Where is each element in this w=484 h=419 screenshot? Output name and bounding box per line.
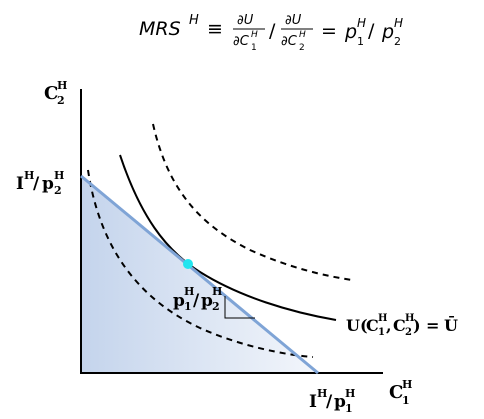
svg-text:1: 1 xyxy=(345,402,353,415)
formula-p2-sup: H xyxy=(394,16,403,30)
svg-text:H: H xyxy=(405,313,414,324)
formula-slash-1: / xyxy=(269,20,276,42)
svg-text:1: 1 xyxy=(378,327,385,338)
svg-text:Ū: Ū xyxy=(444,315,458,335)
svg-text:p: p xyxy=(173,291,185,311)
svg-text:H: H xyxy=(212,285,222,298)
formula-partial-c1-sub: 1 xyxy=(251,43,257,53)
svg-text:=: = xyxy=(426,316,439,335)
slope-label: p H 1 / p H 2 xyxy=(173,285,222,313)
svg-text:I: I xyxy=(16,174,24,194)
formula-p2: p xyxy=(381,21,394,43)
svg-text:p: p xyxy=(201,291,213,311)
svg-text:H: H xyxy=(317,387,327,400)
formula-equals: = xyxy=(321,20,337,42)
svg-text:C: C xyxy=(393,316,406,335)
svg-text:p: p xyxy=(334,392,346,412)
slope-triangle xyxy=(224,296,255,319)
formula-partial-c2: ∂C xyxy=(281,34,298,49)
svg-text:H: H xyxy=(54,169,64,182)
formula-partial-u-2: ∂U xyxy=(285,13,302,28)
svg-text:H: H xyxy=(402,378,412,391)
indifference-curve-label: U( C H 1 , C H 2 ) = Ū xyxy=(346,313,458,338)
mrs-formula: MRS H ≡ ∂U ∂C H 1 / ∂U ∂C H 2 = p H 1 / … xyxy=(139,13,403,53)
budget-line xyxy=(80,174,319,375)
svg-text:C: C xyxy=(366,316,379,335)
svg-text:U(: U( xyxy=(346,316,368,335)
y-axis-label: C H 2 xyxy=(44,79,67,107)
svg-text:2: 2 xyxy=(405,327,412,338)
x-intercept-label: I H / p H 1 xyxy=(309,387,355,415)
svg-text:): ) xyxy=(413,316,421,335)
formula-p1: p xyxy=(344,21,357,43)
svg-text:H: H xyxy=(57,79,67,92)
svg-text:p: p xyxy=(42,174,54,194)
formula-equiv: ≡ xyxy=(207,18,223,40)
svg-text:/: / xyxy=(326,392,333,412)
tangency-point xyxy=(183,259,193,269)
formula-p1-sub: 1 xyxy=(357,35,364,48)
formula-partial-c2-sup: H xyxy=(299,30,306,40)
formula-p1-sup: H xyxy=(357,16,366,30)
svg-text:H: H xyxy=(24,169,34,182)
formula-slash-2: / xyxy=(368,20,375,42)
upper-indifference-curve xyxy=(152,123,353,281)
svg-text:C: C xyxy=(44,83,58,104)
x-axis-label: C H 1 xyxy=(389,378,412,407)
formula-partial-c1: ∂C xyxy=(233,34,250,49)
svg-text:H: H xyxy=(184,285,194,298)
formula-p2-sub: 2 xyxy=(394,35,401,48)
svg-text:H: H xyxy=(345,387,355,400)
svg-text:H: H xyxy=(378,313,387,324)
indifference-curve-ubar xyxy=(119,154,337,321)
svg-text:1: 1 xyxy=(402,394,410,407)
svg-text:1: 1 xyxy=(184,300,192,313)
svg-text:,: , xyxy=(386,316,392,335)
formula-partial-u-1: ∂U xyxy=(237,13,254,28)
svg-text:/: / xyxy=(33,174,40,194)
svg-text:/: / xyxy=(193,291,200,311)
svg-text:2: 2 xyxy=(57,94,65,107)
formula-mrs: MRS xyxy=(139,18,181,40)
y-intercept-label: I H / p H 2 xyxy=(16,169,64,197)
svg-text:2: 2 xyxy=(54,184,62,197)
indifference-diagram: C H 2 I H / p H 2 p H 1 / p H 2 U( C H 1… xyxy=(16,79,458,415)
svg-text:I: I xyxy=(309,392,317,412)
formula-partial-c1-sup: H xyxy=(251,30,258,40)
svg-text:2: 2 xyxy=(212,300,220,313)
lower-indifference-curve xyxy=(87,169,314,358)
formula-mrs-sup: H xyxy=(189,13,199,28)
formula-partial-c2-sub: 2 xyxy=(299,43,305,53)
svg-text:C: C xyxy=(389,382,403,403)
